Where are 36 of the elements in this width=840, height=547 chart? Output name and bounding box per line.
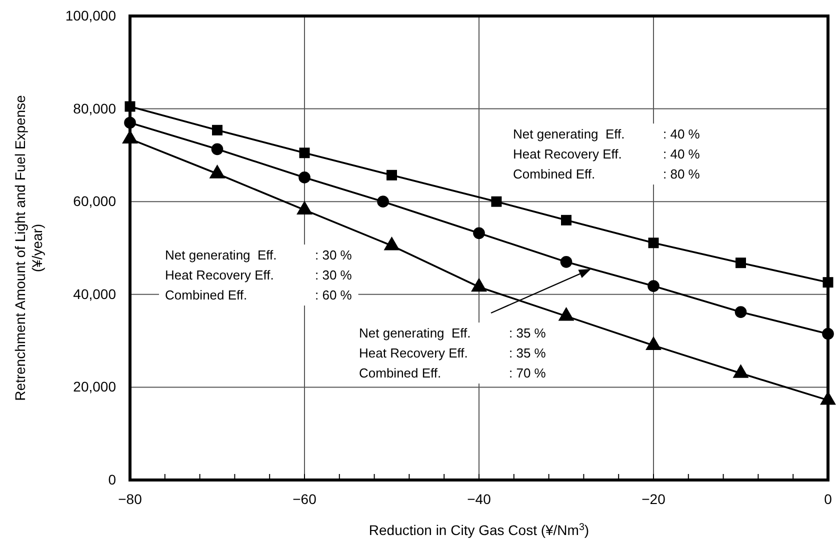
x-axis-title: Reduction in City Gas Cost (¥/Nm$^{3}$) bbox=[368, 522, 590, 538]
point bbox=[299, 148, 310, 158]
y-tick-label: 20,000 bbox=[73, 378, 116, 395]
text: Heat Recovery Eff. : 40 % bbox=[513, 146, 700, 162]
point bbox=[211, 143, 224, 156]
y-tick-label: 60,000 bbox=[73, 193, 116, 210]
text: Combined Eff. : 60 % bbox=[165, 288, 352, 303]
point bbox=[734, 306, 747, 318]
point bbox=[377, 196, 389, 208]
point bbox=[491, 196, 502, 207]
text: Heat Recovery Eff. : 35 % bbox=[359, 346, 546, 361]
point bbox=[561, 214, 572, 226]
y-tick-label: 0 bbox=[108, 471, 116, 488]
text: Net generating Eff. : 35 % bbox=[359, 326, 546, 341]
point bbox=[560, 256, 572, 268]
point bbox=[648, 238, 659, 248]
point bbox=[473, 227, 485, 240]
point bbox=[386, 170, 397, 180]
y-axis-title: Retrenchment Amount of Light and Fuel Expense (¥/year) bbox=[12, 94, 45, 401]
x-tick-label: 0 bbox=[824, 490, 832, 507]
text: Combined Eff. : 70 % bbox=[359, 366, 546, 381]
y-tick-label: 100,000 bbox=[65, 7, 116, 24]
point bbox=[648, 280, 660, 292]
x-tick-label: −80 bbox=[118, 490, 142, 507]
text: Combined Eff. : 80 % bbox=[513, 166, 700, 182]
text: Heat Recovery Eff. : 30 % bbox=[165, 268, 352, 283]
text: Net generating Eff. : 30 % bbox=[165, 248, 352, 263]
x-tick-label: −40 bbox=[467, 490, 492, 507]
y-tick-label: 40,000 bbox=[73, 286, 116, 302]
point bbox=[212, 124, 222, 136]
x-tick-label: −20 bbox=[642, 490, 666, 507]
y-tick-label: 80,000 bbox=[73, 100, 116, 116]
point bbox=[298, 172, 310, 184]
x-tick-label: −60 bbox=[292, 490, 317, 507]
point bbox=[736, 258, 746, 268]
text: Net generating Eff. : 40 % bbox=[513, 126, 700, 142]
